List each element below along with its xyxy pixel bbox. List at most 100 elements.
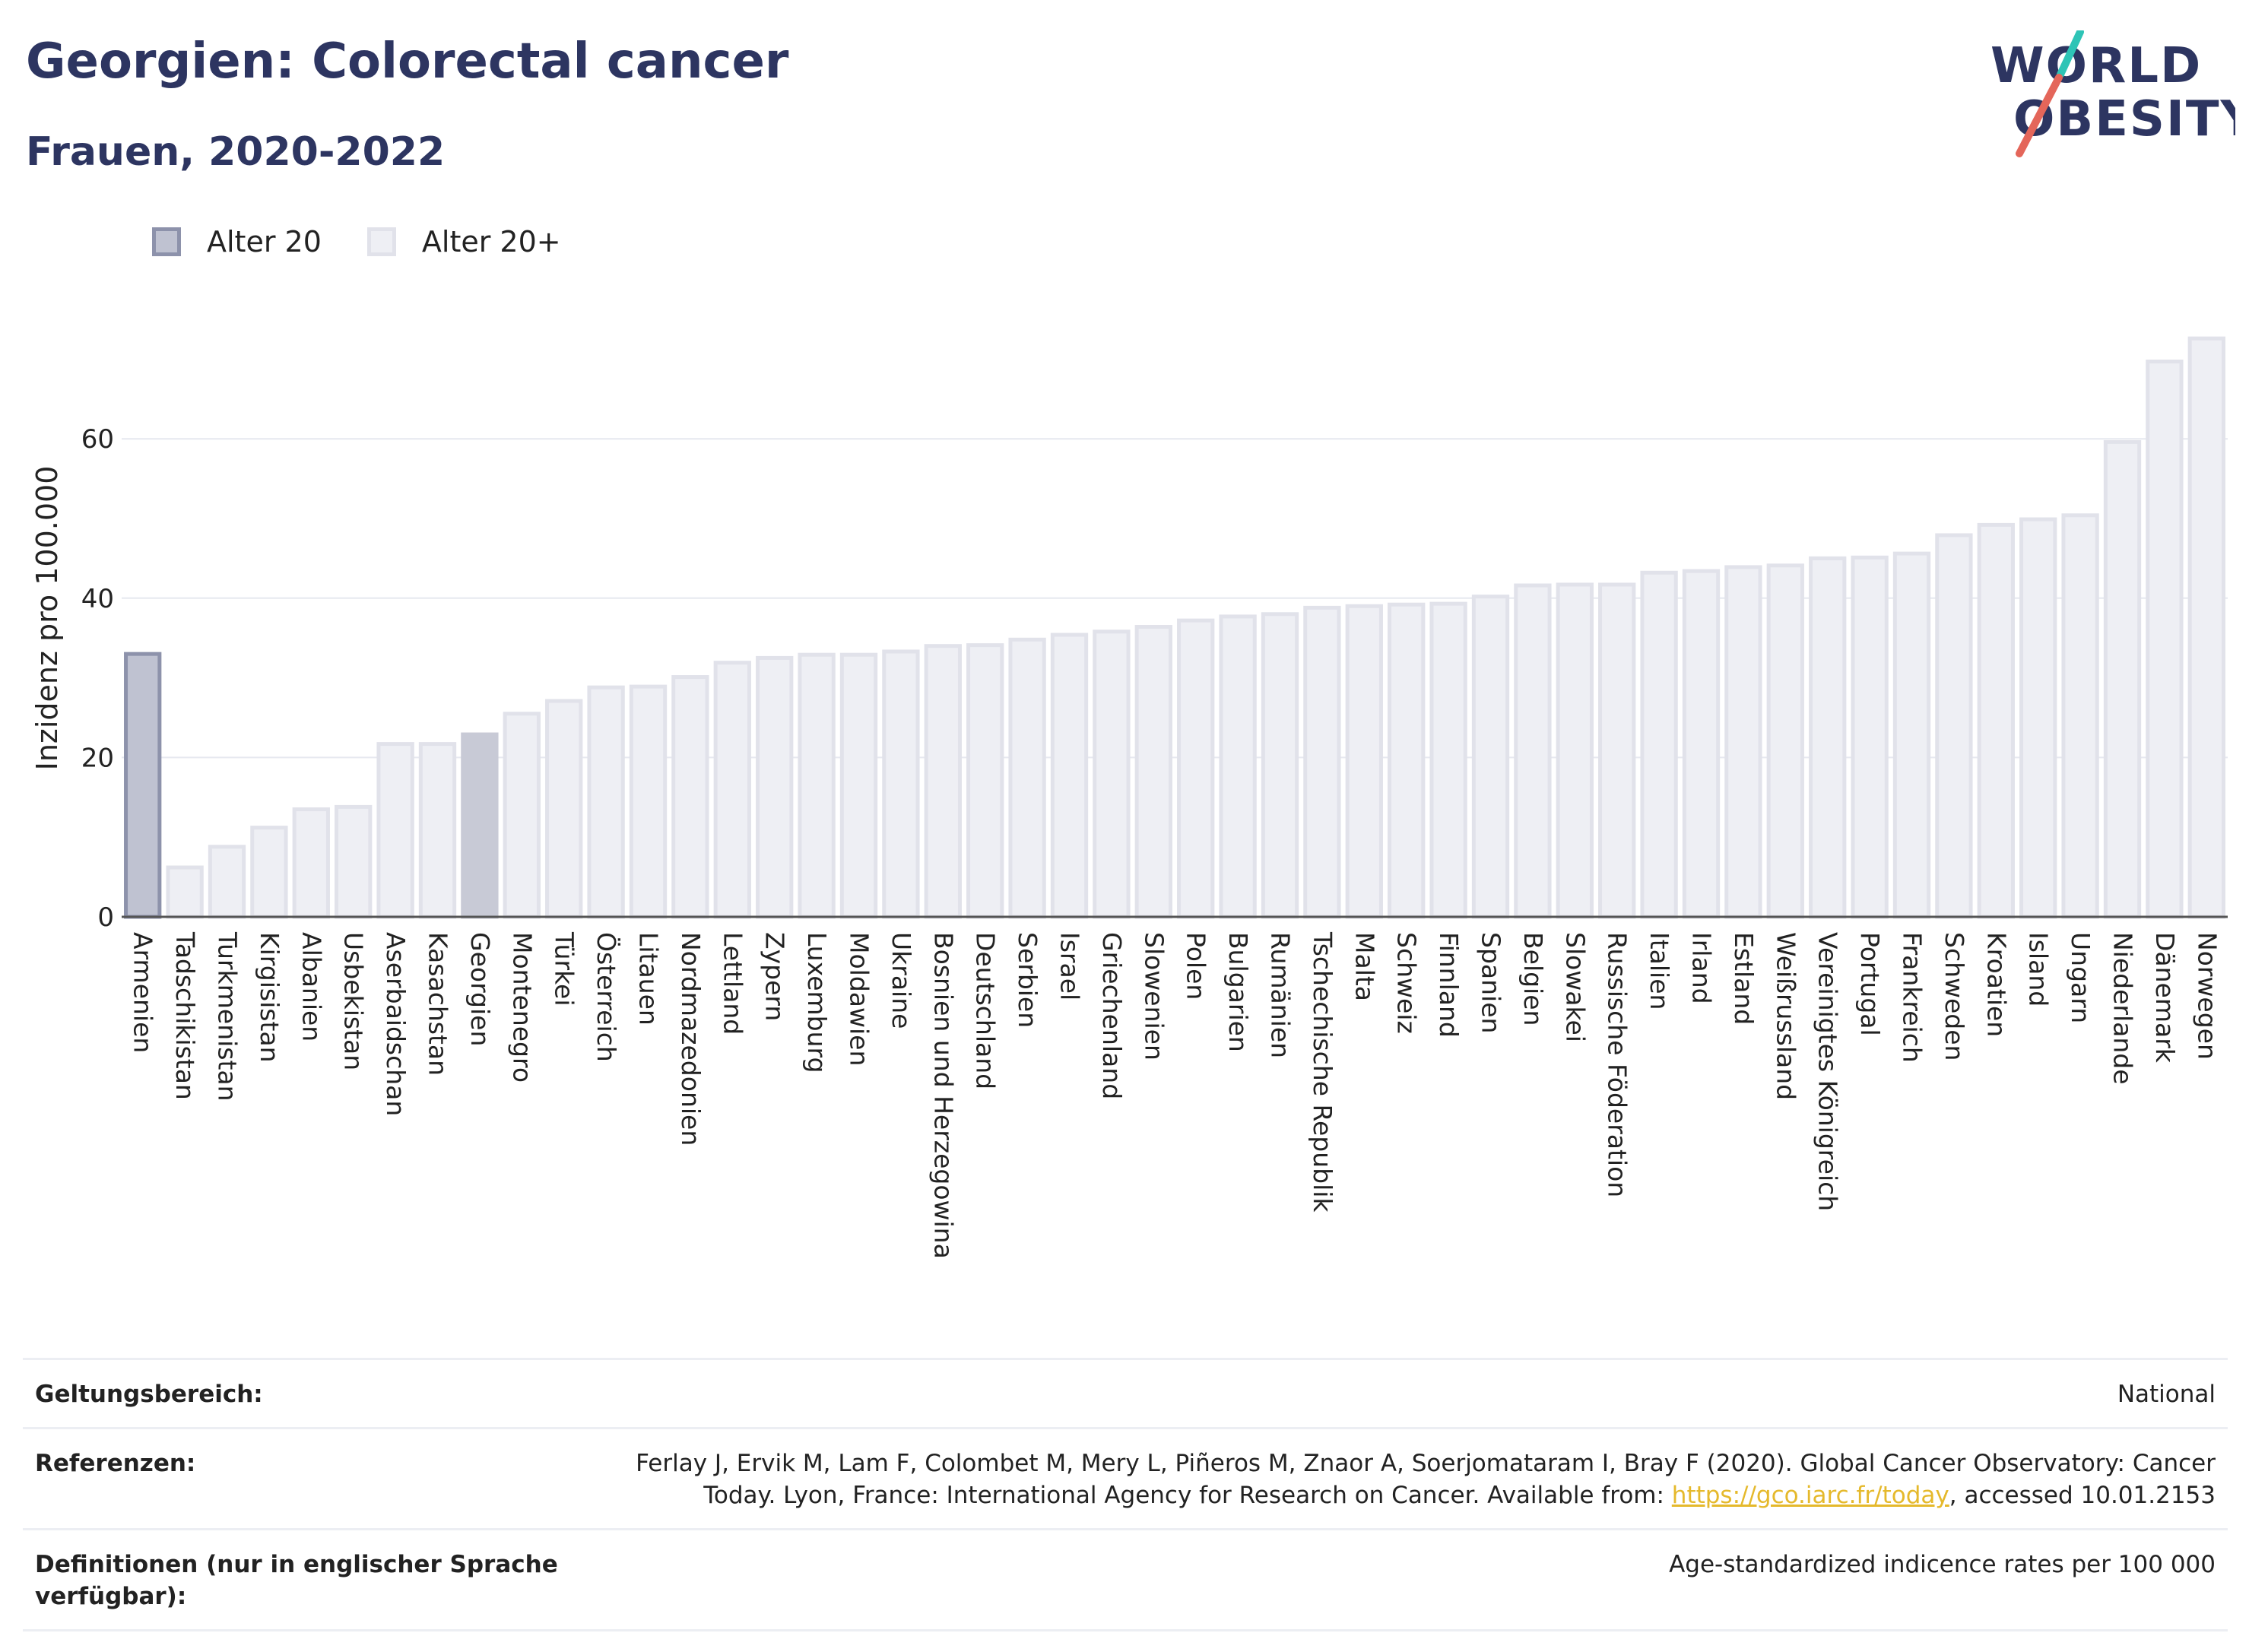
bar-Kroatien[interactable] xyxy=(1977,522,2015,919)
logo-slash-teal xyxy=(2057,28,2084,78)
x-tick-label: Armenien xyxy=(128,932,158,1053)
bar-Aserbaidschan[interactable] xyxy=(376,742,414,919)
bar-Malta[interactable] xyxy=(1345,604,1383,919)
reference-link[interactable]: https://gco.iarc.fr/today xyxy=(1671,1482,1949,1509)
bar-Bulgarien[interactable] xyxy=(1219,614,1257,919)
x-tick-label: Italien xyxy=(1645,932,1674,1010)
bar-Island[interactable] xyxy=(2019,517,2057,919)
x-tick-label: Schweden xyxy=(1940,932,1969,1061)
footer-key-scope: Geltungsbereich: xyxy=(35,1381,263,1408)
x-tick-label: Tschechische Republik xyxy=(1308,931,1337,1213)
bar-Frankreich[interactable] xyxy=(1892,551,1931,919)
bar-Moldawien[interactable] xyxy=(839,652,878,919)
bar-Dänemark[interactable] xyxy=(2146,360,2184,919)
bar-Russische Föderation[interactable] xyxy=(1598,582,1636,919)
bar-Ukraine[interactable] xyxy=(882,649,920,919)
legend-label-alter-20-plus: Alter 20+ xyxy=(421,225,561,258)
bar-Kasachstan[interactable] xyxy=(418,742,457,919)
bar-Österreich[interactable] xyxy=(587,685,625,919)
bar-Turkmenistan[interactable] xyxy=(208,845,246,919)
bar-Türkei[interactable] xyxy=(545,699,583,919)
bar-Spanien[interactable] xyxy=(1471,595,1510,919)
bar-Portugal[interactable] xyxy=(1851,555,1889,919)
x-tick-label: Ungarn xyxy=(2066,932,2095,1023)
legend-item-alter-20-plus[interactable]: Alter 20+ xyxy=(366,225,561,258)
x-tick-label: Frankreich xyxy=(1898,932,1927,1063)
bar-Tschechische Republik[interactable] xyxy=(1303,605,1341,919)
bar-Schweiz[interactable] xyxy=(1388,602,1426,919)
bar-Serbien[interactable] xyxy=(1008,637,1046,919)
x-tick-label: Estland xyxy=(1729,932,1759,1025)
x-tick-label: Albanien xyxy=(297,932,326,1042)
x-tick-label: Aserbaidschan xyxy=(381,932,411,1116)
bar-Vereinigtes Königreich[interactable] xyxy=(1809,556,1847,919)
bar-Belgien[interactable] xyxy=(1514,583,1552,919)
x-tick-label: Tadschikistan xyxy=(170,931,200,1100)
y-tick-label: 0 xyxy=(97,902,114,933)
footer-value-scope: National xyxy=(2117,1381,2216,1408)
x-tick-label: Russische Föderation xyxy=(1603,932,1632,1197)
bar-Polen[interactable] xyxy=(1177,618,1215,919)
bar-Ungarn[interactable] xyxy=(2061,513,2099,919)
x-tick-label: Türkei xyxy=(550,931,579,1007)
x-tick-label: Moldawien xyxy=(845,932,874,1066)
bar-Italien[interactable] xyxy=(1640,570,1678,919)
bar-Albanien[interactable] xyxy=(292,807,330,919)
bar-Tadschikistan[interactable] xyxy=(166,865,204,919)
x-tick-label: Dänemark xyxy=(2150,932,2180,1064)
bar-Lettland[interactable] xyxy=(713,661,751,919)
bar-Nordmazedonien[interactable] xyxy=(671,675,709,919)
bar-Slowenien[interactable] xyxy=(1134,625,1172,919)
bar-Weißrussland[interactable] xyxy=(1766,563,1804,919)
chart-title: Georgien: Colorectal cancer xyxy=(26,33,789,90)
x-tick-label: Serbien xyxy=(1013,932,1042,1028)
bar-Niederlande[interactable] xyxy=(2103,439,2142,919)
legend-item-alter-20[interactable]: Alter 20 xyxy=(152,225,322,258)
footer-key-definitions: Definitionen (nur in englischer Sprache … xyxy=(35,1551,558,1610)
bar-Finnland[interactable] xyxy=(1429,601,1467,919)
x-tick-label: Griechenland xyxy=(1097,932,1127,1099)
x-tick-label: Lettland xyxy=(718,932,747,1035)
bar-Slowakei[interactable] xyxy=(1556,582,1594,919)
bar-Litauen[interactable] xyxy=(629,684,668,919)
x-tick-label: Belgien xyxy=(1518,932,1548,1026)
bar-Griechenland[interactable] xyxy=(1093,629,1131,919)
y-axis-label: Inzidenz pro 100.000 xyxy=(30,466,64,771)
bar-Irland[interactable] xyxy=(1682,569,1721,919)
x-tick-label: Island xyxy=(2024,932,2054,1007)
x-tick-label: Vereinigtes Königreich xyxy=(1813,932,1843,1211)
bar-Luxemburg[interactable] xyxy=(798,652,836,919)
bar-Bosnien und Herzegowina[interactable] xyxy=(924,644,962,919)
chart-footer: Geltungsbereich: National Referenzen: Fe… xyxy=(23,1358,2228,1631)
logo-slash-red xyxy=(2016,74,2063,157)
x-tick-label: Slowakei xyxy=(1560,932,1590,1042)
chart-subtitle: Frauen, 2020-2022 xyxy=(26,129,446,175)
x-tick-label: Usbekistan xyxy=(339,932,369,1070)
bar-Usbekistan[interactable] xyxy=(335,804,373,919)
bar-Schweden[interactable] xyxy=(1935,533,1973,919)
world-obesity-logo[interactable]: WORLD OBESITY xyxy=(1984,28,2249,160)
x-tick-label: Finnland xyxy=(1434,932,1464,1038)
bar-Armenien[interactable] xyxy=(124,652,162,919)
bar-Norwegen[interactable] xyxy=(2187,336,2225,919)
x-tick-label: Niederlande xyxy=(2108,932,2138,1085)
x-tick-label: Ukraine xyxy=(887,932,916,1029)
bar-Israel[interactable] xyxy=(1050,633,1089,919)
footer-row-scope: Geltungsbereich: National xyxy=(23,1358,2228,1427)
footer-value-references: Ferlay J, Ervik M, Lam F, Colombet M, Me… xyxy=(581,1447,2216,1511)
bar-Estland[interactable] xyxy=(1724,565,1762,919)
footer-row-definitions: Definitionen (nur in englischer Sprache … xyxy=(23,1528,2228,1631)
x-tick-label: Kirgisistan xyxy=(255,932,284,1063)
x-tick-label: Portugal xyxy=(1855,932,1885,1036)
bar-Georgien[interactable] xyxy=(461,732,499,919)
bar-Kirgisistan[interactable] xyxy=(250,826,288,919)
x-tick-label: Georgien xyxy=(465,932,495,1046)
logo-word-obesity: OBESITY xyxy=(2013,91,2235,147)
bar-Montenegro[interactable] xyxy=(503,712,541,919)
x-tick-label: Norwegen xyxy=(2192,932,2222,1060)
legend-swatch-alter-20-plus xyxy=(366,227,396,256)
bar-Rumänien[interactable] xyxy=(1261,612,1299,919)
y-tick-label: 20 xyxy=(81,743,114,773)
bar-Zypern[interactable] xyxy=(756,655,794,919)
bar-Deutschland[interactable] xyxy=(966,643,1004,919)
